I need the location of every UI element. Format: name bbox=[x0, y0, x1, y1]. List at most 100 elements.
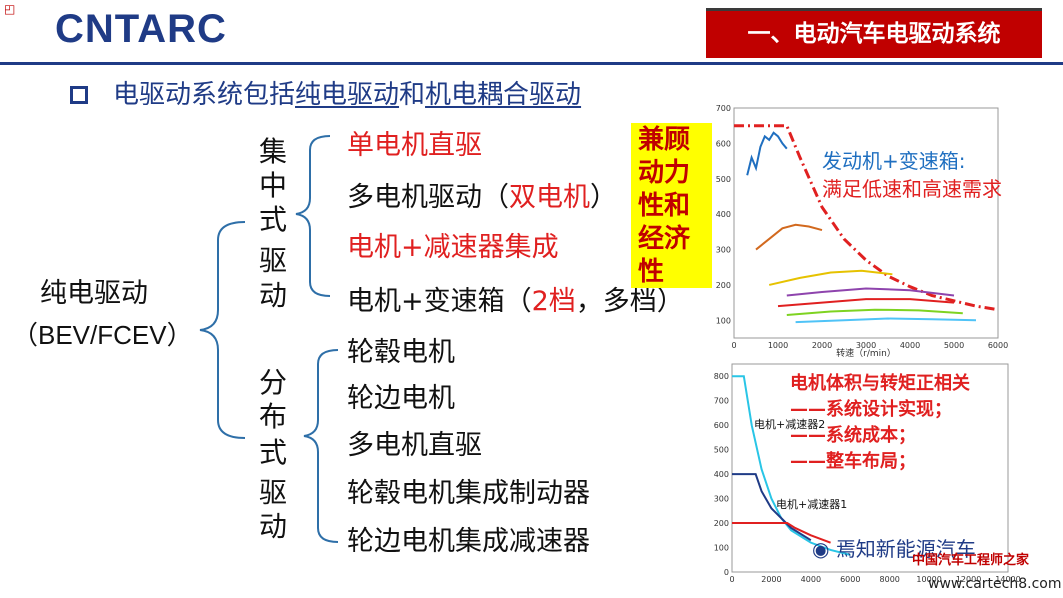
y-tick-label: 400 bbox=[716, 210, 731, 219]
subtitle: 电驱动系统包括纯电驱动和机电耦合驱动 bbox=[113, 78, 581, 112]
item-gearbox-red: 2档 bbox=[531, 286, 576, 317]
chart1-plot-area bbox=[733, 107, 999, 339]
distributed-char-2: 布 bbox=[258, 400, 287, 433]
chart1-annotation-2: 满足低速和高速需求 bbox=[822, 177, 1002, 201]
y-tick-label: 700 bbox=[714, 397, 729, 406]
chart2-plot-area bbox=[731, 363, 1009, 573]
item-multi-motor-direct: 多电机直驱 bbox=[347, 430, 482, 461]
y-tick-label: 300 bbox=[716, 246, 731, 255]
watermark-brand: ◉ 焉知新能源汽车 bbox=[812, 537, 976, 561]
series-line-4 bbox=[786, 287, 955, 297]
x-tick-label: 4000 bbox=[801, 575, 821, 584]
x-tick-label: 14000 bbox=[995, 575, 1020, 584]
series-line-3 bbox=[768, 269, 893, 286]
y-tick-label: 0 bbox=[724, 568, 729, 577]
corner-mark-icon: ◰ bbox=[4, 2, 16, 16]
x-tick-label: 3000 bbox=[856, 341, 876, 350]
y-tick-label: 600 bbox=[714, 421, 729, 430]
item-hub-motor-brake: 轮毂电机集成制动器 bbox=[347, 478, 590, 509]
chart2-label-reducer1: 电机+减速器1 bbox=[776, 497, 847, 511]
bullet-icon bbox=[70, 86, 88, 104]
logo-text: CNTARC bbox=[55, 7, 227, 50]
callout-line: 兼顾 bbox=[638, 125, 691, 155]
watermark-url: www.cartech8.com bbox=[928, 576, 1062, 592]
item-wheel-side-motor: 轮边电机 bbox=[347, 383, 455, 414]
logo: CNTARC bbox=[55, 7, 227, 50]
centralized-char-4: 驱 bbox=[258, 244, 287, 277]
item-gearbox: 电机+变速箱（2档，多档） bbox=[347, 285, 684, 319]
chart2-annotation-3: ——整车布局； bbox=[790, 451, 916, 472]
series-line-0 bbox=[734, 124, 999, 312]
y-tick-label: 100 bbox=[716, 316, 731, 325]
x-tick-label: 2000 bbox=[812, 341, 832, 350]
subtitle-link-coupled: 机电耦合驱动 bbox=[425, 80, 582, 110]
subtitle-link-pure-electric: 纯电驱动 bbox=[295, 80, 400, 110]
page-title: 一、电动汽车电驱动系统 bbox=[747, 21, 1001, 47]
title-banner: 一、电动汽车电驱动系统 bbox=[706, 8, 1042, 58]
watermark-site-name: 中国汽车工程师之家 bbox=[912, 553, 1030, 568]
series-line-1 bbox=[732, 473, 812, 542]
item-multi-motor-red: 双电机 bbox=[509, 182, 590, 213]
centralized-bracket bbox=[295, 135, 331, 297]
item-hub-motor: 轮毂电机 bbox=[347, 337, 455, 368]
item-multi-motor-prefix: 多电机驱动（ bbox=[347, 182, 509, 213]
item-reducer: 电机+减速器集成 bbox=[347, 232, 559, 263]
series-line-6 bbox=[786, 308, 963, 316]
y-tick-label: 500 bbox=[714, 446, 729, 455]
x-tick-label: 12000 bbox=[956, 575, 981, 584]
root-sublabel: （BEV/FCEV） bbox=[12, 320, 193, 350]
header-divider bbox=[0, 62, 1063, 65]
chart2-annotation-1: ——系统设计实现； bbox=[790, 399, 952, 420]
item-gearbox-prefix: 电机+变速箱（ bbox=[347, 286, 532, 317]
y-tick-label: 600 bbox=[716, 139, 731, 148]
chart2-label-reducer2: 电机+减速器2 bbox=[754, 417, 825, 431]
chart-engine-gearbox: 100 200 300 400 500 600 700 0 1000 2000 3000 4000 5… bbox=[716, 104, 1008, 359]
series-line-2 bbox=[755, 223, 823, 251]
distributed-char-3: 式 bbox=[258, 436, 287, 469]
y-tick-label: 200 bbox=[714, 519, 729, 528]
x-tick-label: 10000 bbox=[916, 575, 941, 584]
x-tick-label: 6000 bbox=[840, 575, 860, 584]
item-gearbox-suffix: ，多档） bbox=[575, 286, 684, 317]
chart2-annotation-title: 电机体积与转矩正相关 bbox=[790, 373, 970, 394]
centralized-char-2: 中 bbox=[258, 169, 287, 202]
chart-motor-reducer: 0 100 200 300 400 500 600 700 800 0 2000 4000 6000 8… bbox=[714, 363, 1021, 584]
y-tick-label: 700 bbox=[716, 104, 731, 113]
callout-line: 经济 bbox=[638, 224, 691, 254]
callout-box: 兼顾 动力 性和 经济 性 bbox=[631, 123, 712, 288]
x-tick-label: 0 bbox=[731, 341, 736, 350]
chart2-annotation-2: ——系统成本； bbox=[790, 425, 916, 446]
callout-line: 动力 bbox=[638, 158, 691, 188]
y-tick-label: 200 bbox=[716, 281, 731, 290]
y-tick-label: 300 bbox=[714, 495, 729, 504]
x-tick-label: 2000 bbox=[761, 575, 781, 584]
item-multi-motor: 多电机驱动（双电机） bbox=[347, 181, 617, 215]
root-bracket bbox=[199, 221, 246, 439]
subtitle-mid: 和 bbox=[399, 80, 426, 110]
series-line-2 bbox=[732, 522, 831, 544]
watermark-brand-text: 焉知新能源汽车 bbox=[835, 537, 976, 561]
centralized-char-1: 集 bbox=[258, 135, 287, 168]
series-line-1 bbox=[746, 131, 788, 176]
distributed-bracket bbox=[303, 349, 339, 543]
item-wheel-side-reducer: 轮边电机集成减速器 bbox=[347, 526, 590, 557]
series-line-5 bbox=[777, 298, 955, 308]
root-label: 纯电驱动 bbox=[40, 278, 148, 309]
y-tick-label: 100 bbox=[714, 544, 729, 553]
series-line-0 bbox=[732, 375, 851, 556]
y-tick-label: 500 bbox=[716, 175, 731, 184]
chart1-annotation-1: 发动机+变速箱: bbox=[822, 149, 966, 173]
x-tick-label: 1000 bbox=[768, 341, 788, 350]
callout-line: 性 bbox=[638, 257, 665, 287]
centralized-char-3: 式 bbox=[258, 203, 287, 236]
item-single-motor: 单电机直驱 bbox=[347, 130, 482, 161]
x-tick-label: 0 bbox=[729, 575, 734, 584]
subtitle-prefix: 电驱动系统包括 bbox=[113, 80, 296, 110]
centralized-char-5: 动 bbox=[258, 279, 287, 312]
distributed-char-1: 分 bbox=[258, 366, 287, 399]
series-line-7 bbox=[795, 317, 977, 324]
distributed-char-4: 驱 bbox=[258, 476, 287, 509]
x-tick-label: 8000 bbox=[880, 575, 900, 584]
distributed-char-5: 动 bbox=[258, 510, 287, 543]
